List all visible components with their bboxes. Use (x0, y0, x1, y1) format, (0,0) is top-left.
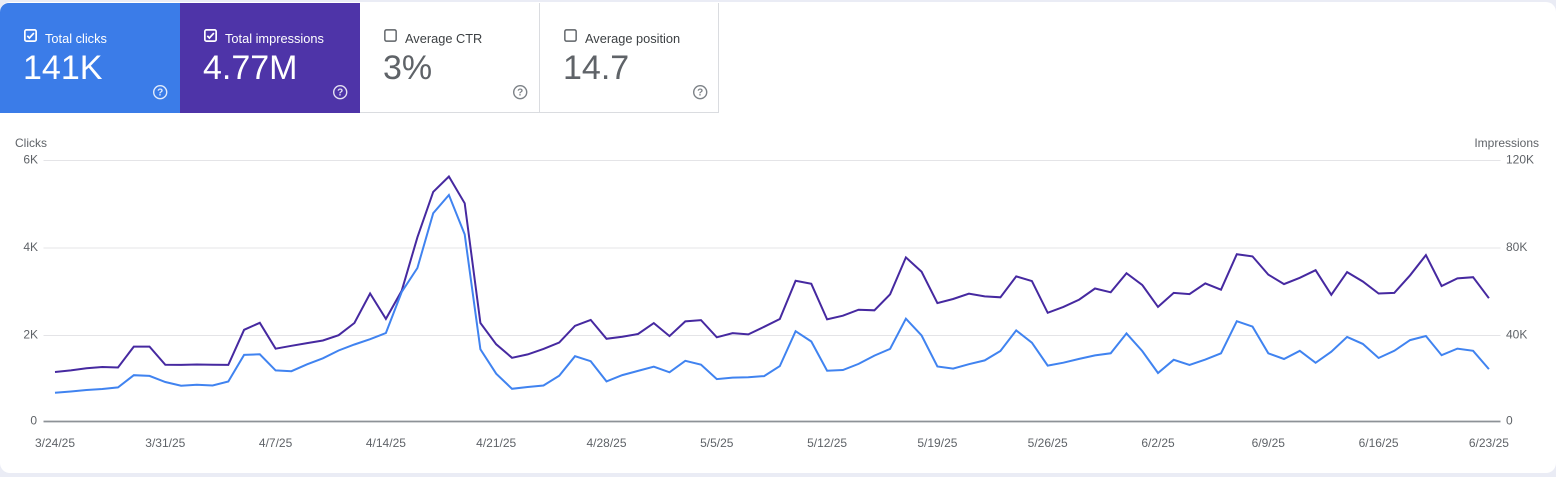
svg-text:?: ? (337, 87, 343, 98)
svg-text:4/28/25: 4/28/25 (586, 436, 626, 450)
svg-text:6/2/25: 6/2/25 (1141, 436, 1175, 450)
svg-text:?: ? (697, 87, 703, 98)
svg-text:0: 0 (1506, 413, 1513, 427)
svg-text:5/12/25: 5/12/25 (807, 436, 847, 450)
svg-text:4/21/25: 4/21/25 (476, 436, 516, 450)
svg-text:5/5/25: 5/5/25 (700, 436, 734, 450)
svg-text:6/23/25: 6/23/25 (1469, 436, 1509, 450)
svg-text:3/31/25: 3/31/25 (145, 436, 185, 450)
svg-text:4K: 4K (23, 240, 38, 254)
svg-text:3/24/25: 3/24/25 (35, 436, 75, 450)
svg-text:120K: 120K (1506, 152, 1534, 166)
svg-text:4/14/25: 4/14/25 (366, 436, 406, 450)
svg-text:6/16/25: 6/16/25 (1359, 436, 1399, 450)
svg-text:Clicks: Clicks (15, 136, 47, 150)
svg-text:5/26/25: 5/26/25 (1028, 436, 1068, 450)
svg-text:6/9/25: 6/9/25 (1252, 436, 1286, 450)
svg-text:5/19/25: 5/19/25 (917, 436, 957, 450)
svg-text:0: 0 (30, 413, 37, 427)
svg-text:40K: 40K (1506, 327, 1527, 341)
svg-text:Impressions: Impressions (1474, 136, 1539, 150)
svg-text:2K: 2K (23, 327, 38, 341)
svg-text:80K: 80K (1506, 240, 1527, 254)
svg-text:4/7/25: 4/7/25 (259, 436, 293, 450)
svg-text:?: ? (157, 87, 163, 98)
svg-text:6K: 6K (23, 152, 38, 166)
svg-text:?: ? (517, 87, 523, 98)
